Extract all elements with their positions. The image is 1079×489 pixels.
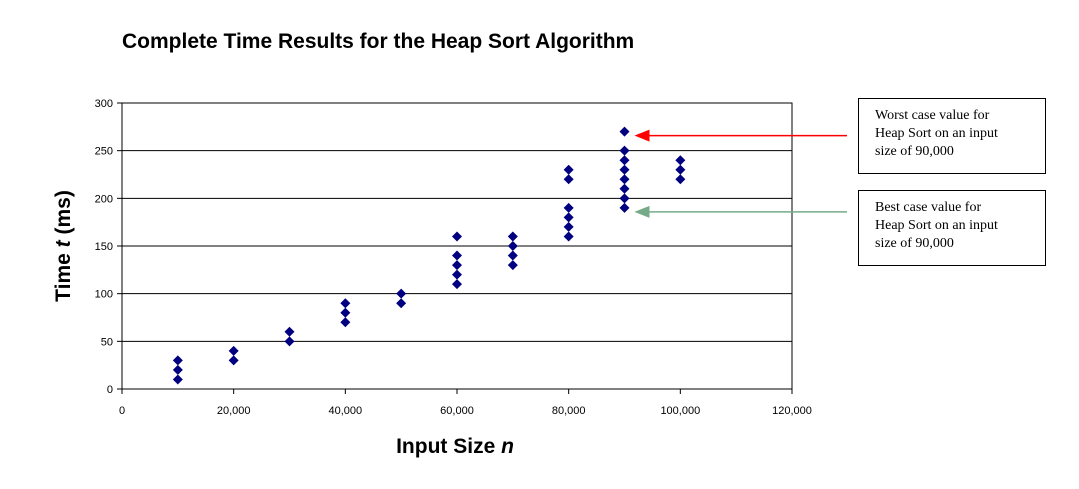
data-point	[675, 174, 686, 185]
data-point	[340, 307, 351, 318]
best-case-arrow-head	[634, 205, 650, 218]
x-tick-label: 100,000	[660, 405, 700, 417]
annotation-arrows	[634, 129, 847, 218]
best-case-line-1: Best case value for	[875, 200, 982, 215]
data-point	[507, 241, 518, 251]
x-tick-label: 120,000	[772, 405, 812, 417]
best-case-line-3: size of 90,000	[875, 236, 954, 251]
data-point	[172, 364, 183, 375]
data-point	[619, 126, 630, 137]
data-point	[619, 145, 630, 156]
y-axis-unit: (ms)	[52, 190, 75, 234]
data-point	[228, 355, 239, 366]
data-point	[452, 279, 462, 290]
data-point	[619, 174, 630, 185]
x-tick-label: 80,000	[552, 405, 586, 417]
data-points	[172, 126, 686, 385]
data-point	[507, 260, 518, 271]
x-tick-label: 20,000	[217, 405, 251, 417]
y-tick-label: 50	[101, 336, 113, 348]
data-point	[172, 374, 183, 385]
data-point	[507, 231, 518, 242]
data-point	[228, 345, 239, 356]
x-axis-title: Input Size n	[396, 435, 514, 458]
grid-lines	[122, 102, 792, 390]
y-axis-ticks: 0 50 100 150 200 250 300	[95, 98, 122, 396]
data-point	[675, 155, 686, 166]
data-point	[452, 269, 462, 280]
data-point	[619, 183, 630, 194]
y-tick-label: 250	[95, 146, 113, 158]
data-point	[563, 221, 574, 232]
x-tick-label: 0	[119, 405, 125, 417]
data-point	[396, 298, 407, 309]
data-point	[452, 260, 462, 271]
data-point	[563, 231, 574, 242]
worst-case-arrow-head	[634, 129, 650, 142]
data-point	[284, 326, 295, 337]
y-tick-label: 100	[95, 289, 113, 301]
data-point	[619, 202, 630, 213]
data-point	[563, 174, 574, 185]
best-case-line-2: Heap Sort on an input	[875, 218, 998, 233]
y-tick-label: 200	[95, 193, 113, 205]
y-axis-label: Time	[52, 253, 75, 302]
data-point	[563, 164, 574, 175]
x-tick-label: 60,000	[440, 405, 474, 417]
y-axis-title: Time t (ms)	[52, 190, 75, 302]
data-point	[675, 164, 686, 175]
worst-case-line-1: Worst case value for	[875, 108, 990, 123]
data-point	[563, 212, 574, 223]
data-point	[340, 317, 351, 328]
y-tick-label: 300	[95, 98, 113, 110]
x-axis-label: Input Size	[396, 435, 495, 458]
y-tick-label: 0	[107, 384, 113, 396]
chart-title: Complete Time Results for the Heap Sort …	[122, 30, 634, 53]
data-point	[284, 336, 295, 347]
data-point	[619, 193, 630, 204]
data-point	[340, 298, 351, 309]
x-axis-ticks: 0 20,000 40,000 60,000 80,000 100,000 120,000	[119, 389, 812, 417]
data-point	[452, 231, 462, 242]
x-axis-variable: n	[501, 435, 514, 458]
data-point	[452, 250, 462, 261]
x-tick-label: 40,000	[329, 405, 363, 417]
data-point	[507, 250, 518, 261]
worst-case-callout: Worst case value for Heap Sort on an inp…	[858, 98, 1046, 174]
data-point	[619, 155, 630, 166]
best-case-callout: Best case value for Heap Sort on an inpu…	[858, 190, 1046, 266]
worst-case-line-3: size of 90,000	[875, 144, 954, 159]
y-tick-label: 150	[95, 241, 113, 253]
worst-case-line-2: Heap Sort on an input	[875, 126, 998, 141]
data-point	[396, 288, 407, 299]
data-point	[172, 355, 183, 366]
data-point	[619, 164, 630, 175]
data-point	[563, 202, 574, 213]
y-axis-variable: t	[52, 239, 75, 247]
